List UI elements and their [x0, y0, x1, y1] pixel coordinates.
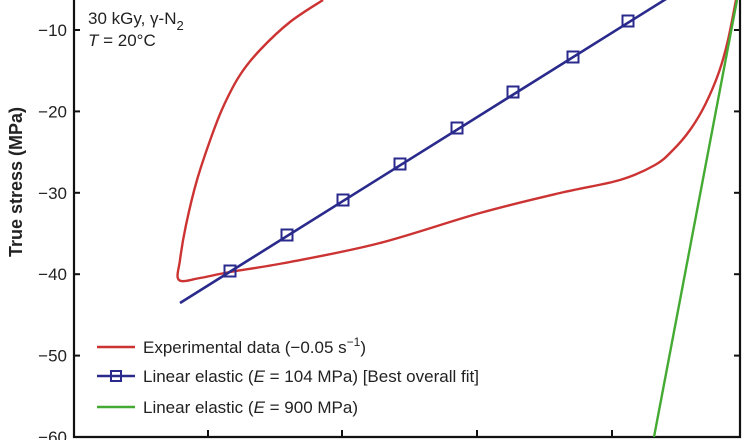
linear-elastic-104-line — [179, 0, 667, 305]
legend-label-experimental: Experimental data (−0.05 s−1) — [143, 335, 366, 357]
square-marker-icon — [280, 228, 294, 242]
condition-annotation-line1: 30 kGy, γ-N2 — [88, 9, 184, 33]
y-ticks: −10 −20 −30 −40 −50 −60 — [38, 21, 80, 440]
linear-elastic-104-markers — [223, 14, 635, 278]
square-marker-icon — [223, 264, 237, 278]
y-tick-label: −20 — [38, 102, 67, 121]
legend-item-linear-104: Linear elastic (E = 104 MPa) [Best overa… — [97, 367, 479, 386]
legend-item-experimental: Experimental data (−0.05 s−1) — [97, 335, 366, 357]
y-tick-label: −30 — [38, 184, 67, 203]
square-marker-icon — [566, 50, 580, 64]
square-marker-icon — [506, 85, 520, 99]
x-ticks — [207, 430, 613, 437]
y-tick-label: −40 — [38, 265, 67, 284]
legend-item-linear-900: Linear elastic (E = 900 MPa) — [97, 398, 358, 417]
legend-square-marker-icon — [110, 370, 122, 382]
y-axis-title: True stress (MPa) — [6, 107, 26, 257]
y-tick-label: −50 — [38, 347, 67, 366]
linear-elastic-900-line — [652, 0, 739, 437]
subscript: 2 — [176, 18, 183, 33]
y-tick-label: −60 — [38, 428, 67, 440]
y-tick-label: −10 — [38, 21, 67, 40]
condition-annotation-line2: T = 20°C — [88, 31, 156, 50]
square-marker-icon — [621, 14, 635, 28]
square-marker-icon — [450, 121, 464, 135]
y-ticks-right — [734, 29, 740, 438]
legend: Experimental data (−0.05 s−1) Linear ela… — [97, 335, 479, 417]
square-marker-icon — [393, 157, 407, 171]
experimental-data-curve — [176, 0, 738, 283]
legend-label-linear-104: Linear elastic (E = 104 MPa) [Best overa… — [143, 367, 479, 386]
square-marker-icon — [336, 193, 350, 207]
legend-label-linear-900: Linear elastic (E = 900 MPa) — [143, 398, 358, 417]
